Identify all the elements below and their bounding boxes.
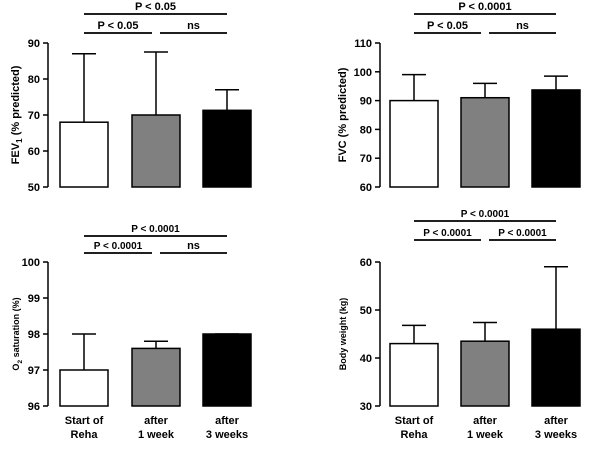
y-axis-label: FVC (% predicted) bbox=[337, 67, 349, 162]
y-tick-label: 98 bbox=[28, 329, 40, 341]
y-axis-label-rest: (% predicted) bbox=[10, 65, 22, 138]
significance-label: P < 0.0001 bbox=[498, 228, 547, 239]
category-label: after bbox=[473, 415, 498, 427]
significance-label: P < 0.0001 bbox=[131, 224, 180, 235]
category-label: 1 week bbox=[467, 429, 504, 441]
significance-label: P < 0.0001 bbox=[458, 1, 511, 13]
y-axis-label-subscript: 2 bbox=[17, 360, 24, 364]
bar-3 bbox=[202, 333, 252, 407]
y-tick-label: 110 bbox=[354, 38, 372, 50]
y-tick-label: 97 bbox=[28, 365, 40, 377]
y-tick-label: 40 bbox=[360, 353, 372, 365]
bar-1 bbox=[389, 99, 439, 188]
y-axis-label-main: O bbox=[11, 364, 21, 371]
category-label: Start of bbox=[395, 415, 434, 427]
chart-panel-4: 30 40 50 60 Body weight (kg) P < 0.0001 P < 0.… bbox=[338, 209, 581, 441]
y-tick-label: 90 bbox=[360, 96, 372, 108]
significance-label: P < 0.05 bbox=[135, 1, 176, 13]
y-tick-label: 60 bbox=[360, 182, 372, 194]
significance-label: ns bbox=[187, 240, 200, 252]
y-tick-label: 30 bbox=[360, 401, 372, 413]
chart-panel-1: 50 60 70 80 90 FEV1 (% predicted) P < 0.05 ns P … bbox=[10, 1, 252, 194]
y-tick-label: 100 bbox=[22, 257, 40, 269]
bar-3 bbox=[531, 89, 581, 188]
y-axis-label-main: FVC (% predicted) bbox=[337, 67, 349, 162]
category-label: Start of bbox=[65, 415, 104, 427]
bar-3 bbox=[531, 328, 581, 407]
bar-3 bbox=[202, 109, 252, 188]
chart-panel-3: 96 97 98 99 100 O2 saturation (%) P < 0.0001 ns… bbox=[11, 224, 252, 441]
y-tick-label: 100 bbox=[354, 67, 372, 79]
category-label: after bbox=[144, 415, 169, 427]
y-axis-label-main: FEV bbox=[10, 142, 22, 164]
y-tick-label: 96 bbox=[28, 401, 40, 413]
y-tick-label: 99 bbox=[28, 293, 40, 305]
y-axis-label: Body weight (kg) bbox=[338, 298, 348, 371]
y-axis-label-subscript: 1 bbox=[15, 138, 24, 143]
bar-1 bbox=[59, 121, 109, 188]
y-axis-label: O2 saturation (%) bbox=[11, 297, 24, 370]
bar-1 bbox=[389, 342, 439, 407]
chart-panel-2: 60 70 80 90 100 110 FVC (% predicted) P < 0.05 n… bbox=[337, 1, 581, 194]
significance-label: P < 0.0001 bbox=[461, 209, 510, 220]
y-axis-label: FEV1 (% predicted) bbox=[10, 65, 24, 164]
category-label: Reha bbox=[71, 429, 99, 441]
significance-label: P < 0.05 bbox=[97, 20, 138, 32]
significance-label: P < 0.05 bbox=[427, 20, 468, 32]
y-tick-label: 90 bbox=[28, 38, 40, 50]
y-tick-label: 60 bbox=[360, 257, 372, 269]
category-label: after bbox=[215, 415, 240, 427]
y-tick-label: 70 bbox=[360, 153, 372, 165]
y-axis-label-main: Body weight (kg) bbox=[338, 298, 348, 371]
bar-1 bbox=[59, 369, 109, 407]
bar-2 bbox=[460, 96, 510, 188]
bar-2 bbox=[460, 340, 510, 407]
significance-label: P < 0.0001 bbox=[94, 241, 143, 252]
category-label: 3 weeks bbox=[535, 429, 577, 441]
y-tick-label: 80 bbox=[28, 74, 40, 86]
significance-label: ns bbox=[187, 20, 200, 32]
y-tick-label: 50 bbox=[28, 182, 40, 194]
category-label: after bbox=[544, 415, 569, 427]
y-axis-label-rest: saturation (%) bbox=[11, 297, 21, 360]
category-label: Reha bbox=[401, 429, 429, 441]
significance-label: P < 0.0001 bbox=[423, 228, 472, 239]
significance-label: ns bbox=[516, 20, 529, 32]
y-tick-label: 80 bbox=[360, 124, 372, 136]
category-label: 3 weeks bbox=[206, 429, 248, 441]
y-tick-label: 60 bbox=[28, 146, 40, 158]
bar-2 bbox=[131, 347, 181, 407]
y-tick-label: 50 bbox=[360, 305, 372, 317]
category-label: 1 week bbox=[138, 429, 175, 441]
y-tick-label: 70 bbox=[28, 110, 40, 122]
bar-2 bbox=[131, 114, 181, 188]
